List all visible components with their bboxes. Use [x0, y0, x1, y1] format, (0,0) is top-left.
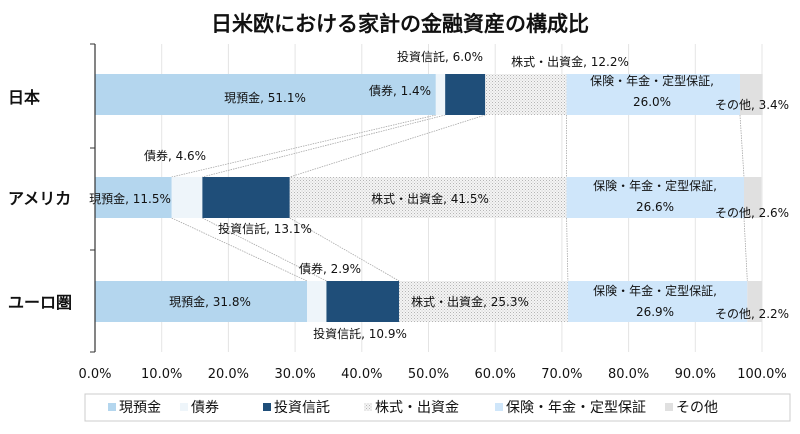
- data-label: 投資信託, 6.0%: [397, 49, 483, 64]
- data-label: 保険・年金・定型保証,: [590, 73, 714, 88]
- legend-label: 株式・出資金: [375, 400, 459, 416]
- data-label: その他, 3.4%: [715, 98, 789, 112]
- data-label: 26.6%: [636, 200, 674, 214]
- data-label: 26.0%: [633, 95, 671, 109]
- x-tick-label: 20.0%: [208, 367, 249, 382]
- legend-label: 債券: [191, 400, 219, 416]
- series-line: [171, 114, 436, 178]
- legend-swatch: [263, 403, 271, 411]
- legend-swatch: [364, 403, 372, 411]
- series-line: [289, 114, 486, 178]
- data-label: 保険・年金・定型保証,: [593, 178, 717, 193]
- bar-segment: [567, 281, 748, 322]
- bar-segment: [95, 177, 172, 218]
- series-line: [202, 114, 446, 178]
- data-label: 保険・年金・定型保証,: [593, 283, 717, 298]
- x-tick-label: 0.0%: [78, 367, 111, 382]
- data-label: 26.9%: [636, 305, 674, 319]
- series-line: [202, 217, 327, 282]
- bar-segment: [399, 281, 568, 322]
- legend-label: その他: [676, 400, 718, 416]
- x-tick-label: 80.0%: [608, 367, 649, 382]
- legend-swatch: [180, 403, 188, 411]
- bar-segment: [739, 74, 763, 115]
- data-label: 現預金, 11.5%: [89, 191, 171, 206]
- data-label: 現預金, 31.8%: [169, 294, 251, 309]
- data-label: 債券, 2.9%: [299, 261, 361, 276]
- bar-segment: [435, 74, 446, 115]
- category-label: アメリカ: [8, 189, 71, 208]
- bar-segment: [485, 74, 567, 115]
- bar-segment: [289, 177, 567, 218]
- legend-swatch: [665, 403, 673, 411]
- bar-segment: [566, 74, 740, 115]
- legend-swatch: [495, 403, 503, 411]
- bar-segment: [445, 74, 486, 115]
- legend-box: [84, 393, 791, 422]
- bar-segment: [566, 177, 744, 218]
- data-label: その他, 2.6%: [715, 206, 789, 220]
- bar-segment: [202, 177, 290, 218]
- data-label: 株式・出資金, 12.2%: [511, 54, 629, 69]
- x-tick-label: 50.0%: [408, 367, 449, 382]
- legend-label: 投資信託: [274, 400, 330, 416]
- data-label: 株式・出資金, 25.3%: [411, 294, 529, 309]
- category-label: ユーロ圏: [8, 293, 72, 312]
- x-tick-label: 100.0%: [737, 367, 787, 382]
- chart-title: 日米欧における家計の金融資産の構成比: [211, 12, 589, 36]
- data-label: その他, 2.2%: [715, 307, 789, 321]
- bar-segment: [747, 281, 762, 322]
- series-line: [739, 114, 745, 178]
- series-line: [289, 217, 400, 282]
- data-label: 株式・出資金, 41.5%: [371, 191, 489, 206]
- bar-segment: [743, 177, 762, 218]
- bar-segment: [95, 74, 436, 115]
- legend-swatch: [108, 403, 116, 411]
- series-line: [743, 217, 748, 282]
- category-label: 日本: [8, 88, 40, 107]
- x-tick-label: 10.0%: [141, 367, 182, 382]
- x-tick-label: 60.0%: [475, 367, 516, 382]
- x-tick-label: 40.0%: [341, 367, 382, 382]
- bar-segment: [307, 281, 327, 322]
- data-label: 投資信託, 10.9%: [313, 326, 407, 341]
- series-line: [566, 217, 569, 282]
- data-label: 債券, 1.4%: [369, 83, 431, 98]
- data-label: 債券, 4.6%: [144, 148, 206, 163]
- bar-segment: [171, 177, 203, 218]
- legend-label: 現預金: [119, 400, 161, 416]
- bar-segment: [326, 281, 400, 322]
- legend-label: 保険・年金・定型保証: [506, 400, 646, 416]
- data-label: 投資信託, 13.1%: [218, 221, 312, 236]
- x-tick-label: 70.0%: [541, 367, 582, 382]
- data-label: 現預金, 51.1%: [224, 90, 306, 105]
- bar-segment: [95, 281, 308, 322]
- x-tick-label: 90.0%: [675, 367, 716, 382]
- x-tick-label: 30.0%: [274, 367, 315, 382]
